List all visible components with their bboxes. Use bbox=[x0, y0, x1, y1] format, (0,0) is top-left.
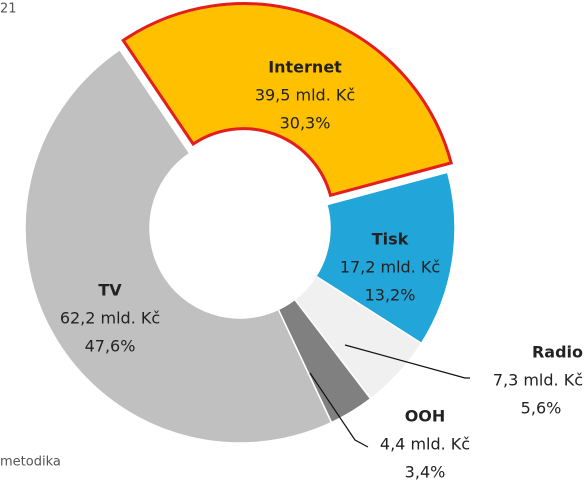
value-label: 13,2% bbox=[365, 286, 416, 305]
leader-line bbox=[344, 344, 470, 379]
slice-name: Internet bbox=[268, 58, 342, 77]
value-label: 47,6% bbox=[85, 337, 136, 356]
amount-label: 17,2 mld. Kč bbox=[340, 258, 440, 277]
slice bbox=[314, 171, 456, 345]
value-label: 3,4% bbox=[405, 463, 446, 482]
slice-name: TV bbox=[98, 281, 122, 300]
amount-label: 39,5 mld. Kč bbox=[255, 86, 355, 105]
slice-name: Tisk bbox=[372, 230, 409, 249]
leader-line bbox=[309, 372, 369, 448]
amount-label: 7,3 mld. Kč bbox=[493, 371, 583, 390]
slice-name: Radio bbox=[532, 343, 583, 362]
amount-label: 62,2 mld. Kč bbox=[60, 309, 160, 328]
value-label: 30,3% bbox=[280, 114, 331, 133]
slice bbox=[24, 48, 333, 444]
footer-text: metodika bbox=[0, 455, 61, 470]
corner-text: 21 bbox=[0, 2, 17, 17]
slice bbox=[121, 2, 453, 198]
value-label: 5,6% bbox=[521, 399, 562, 418]
slice-name: OOH bbox=[405, 407, 446, 426]
amount-label: 4,4 mld. Kč bbox=[380, 435, 470, 454]
